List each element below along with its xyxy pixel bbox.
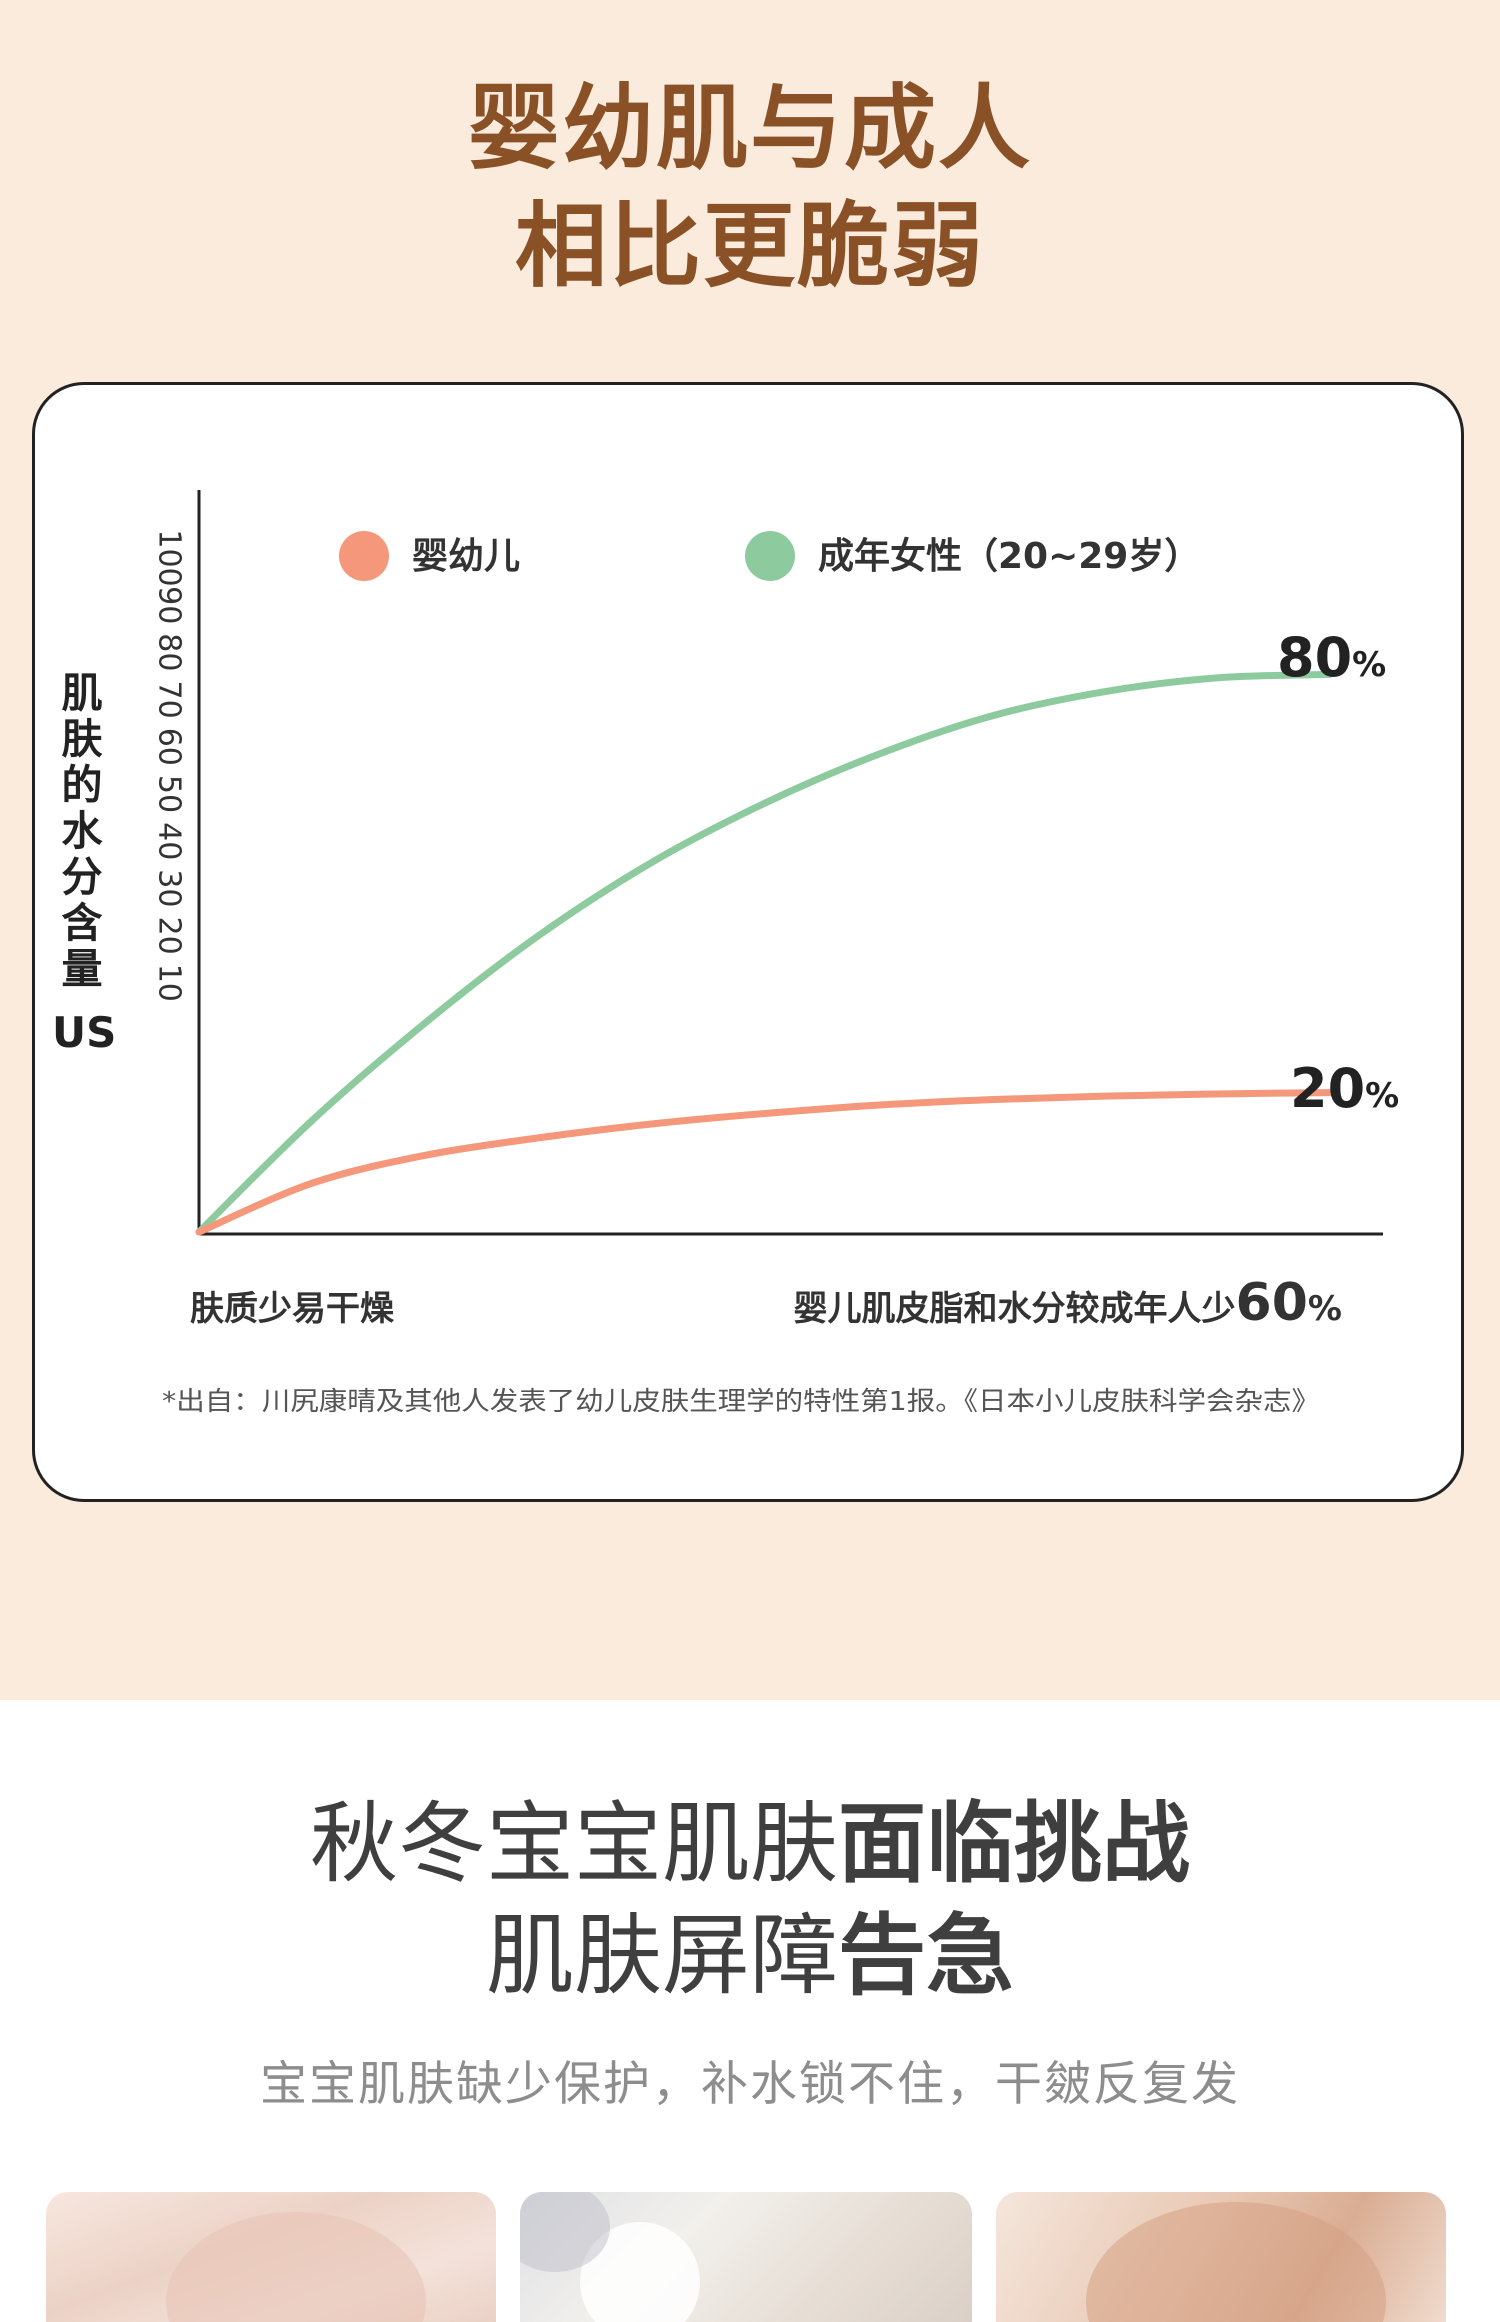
end-label-adult-pct: %: [1352, 645, 1386, 685]
y-tick-label-20: 20: [152, 917, 187, 955]
legend-label-adult: 成年女性（20~29岁）: [818, 536, 1200, 577]
photo-baby-towel: [520, 2192, 972, 2322]
y-axis-title-char-4: 水: [61, 807, 103, 855]
section-title-line-2: 肌肤屏障告急: [0, 1900, 1500, 2012]
y-tick-label-30: 30: [152, 869, 187, 907]
challenge-section: 秋冬宝宝肌肤面临挑战 肌肤屏障告急 宝宝肌肤缺少保护，补水锁不住，干皴反复发: [0, 1700, 1500, 2322]
section-title-line1-bold: 面临挑战: [838, 1792, 1191, 1895]
y-tick-label-100: 100: [152, 529, 187, 586]
top-section: 婴幼肌与成人 相比更脆弱 100 90 80 70 60 50 40 30 20 10 婴幼儿 成…: [0, 0, 1500, 1700]
y-tick-label-60: 60: [152, 728, 187, 766]
title-line-2: 相比更脆弱: [514, 193, 985, 300]
legend: 婴幼儿 成年女性（20~29岁）: [339, 531, 1200, 581]
series-line-adult: [195, 670, 1334, 1236]
end-label-infant: 20%: [1290, 1057, 1399, 1120]
y-tick-label-50: 50: [152, 775, 187, 813]
y-axis-title: 肌肤的水分含量 US: [52, 670, 117, 1057]
y-tick-label-10: 10: [152, 964, 187, 1002]
section-title: 秋冬宝宝肌肤面临挑战 肌肤屏障告急: [0, 1788, 1500, 2012]
end-label-infant-num: 20: [1290, 1057, 1365, 1120]
end-label-infant-pct: %: [1365, 1076, 1399, 1116]
x-right-label-num: 60: [1236, 1273, 1308, 1333]
y-tick-label-40: 40: [152, 822, 187, 860]
legend-label-infant: 婴幼儿: [412, 536, 520, 577]
y-axis-title-char-1: 肌: [61, 669, 103, 717]
y-axis-title-char-6: 含: [61, 899, 103, 947]
y-axis-title-char-5: 分: [61, 853, 103, 901]
section-subtitle: 宝宝肌肤缺少保护，补水锁不住，干皴反复发: [260, 2057, 1240, 2112]
photo-baby-skin: [996, 2192, 1446, 2322]
end-label-adult: 80%: [1277, 626, 1386, 689]
y-tick-label-80: 80: [152, 633, 187, 671]
legend-marker-adult: [745, 531, 795, 581]
end-label-adult-num: 80: [1277, 626, 1352, 689]
y-axis-title-char-2: 肤: [61, 715, 103, 763]
y-axis-title-char-7: 量: [61, 945, 103, 993]
title-line-1: 婴幼肌与成人: [467, 75, 1032, 182]
y-tick-label-90: 90: [152, 586, 187, 624]
y-axis-title-char-3: 的: [61, 761, 103, 809]
section-title-line1-light: 秋冬宝宝肌肤: [309, 1792, 838, 1895]
x-left-label: 肤质少易干燥: [190, 1289, 395, 1329]
section-title-line2-light: 肌肤屏障: [485, 1904, 838, 2007]
y-tick-label-70: 70: [152, 681, 187, 719]
section-title-line-1: 秋冬宝宝肌肤面临挑战: [0, 1788, 1500, 1900]
legend-marker-infant: [339, 531, 389, 581]
chart-footnote: *出自：川尻康晴及其他人发表了幼儿皮肤生理学的特性第1报。《日本小儿皮肤科学会杂…: [162, 1387, 1320, 1417]
y-axis-title-text: 肌肤的水分含量: [52, 670, 112, 992]
y-axis-title-unit: US: [52, 1008, 117, 1057]
series-line-infant: [195, 1089, 1334, 1236]
section-title-line2-bold: 告急: [838, 1904, 1015, 2007]
x-right-label-pct: %: [1308, 1289, 1342, 1329]
x-right-label: 婴儿肌皮脂和水分较成年人少60%: [794, 1273, 1342, 1333]
chart-card: [32, 382, 1464, 1502]
page-title: 婴幼肌与成人 相比更脆弱: [0, 70, 1500, 306]
photo-baby-hand: [46, 2192, 496, 2322]
x-right-label-text: 婴儿肌皮脂和水分较成年人少: [794, 1289, 1236, 1329]
